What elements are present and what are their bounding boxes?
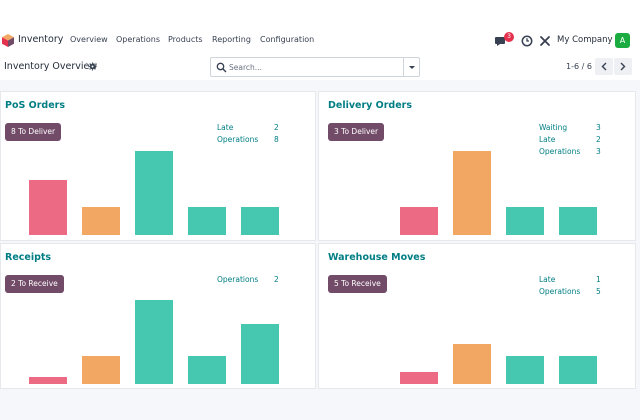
stat-label: Operations — [539, 287, 581, 296]
stat-late[interactable]: Late 2 — [539, 135, 609, 147]
search-icon — [216, 62, 227, 73]
stat-label: Operations — [217, 275, 259, 284]
menu-products[interactable]: Products — [168, 35, 203, 44]
operations-bar-chart[interactable] — [1, 299, 317, 384]
menu-operations[interactable]: Operations — [116, 35, 160, 44]
operations-bar-chart[interactable] — [319, 150, 637, 235]
pager-previous-button[interactable] — [595, 58, 613, 75]
stat-operations[interactable]: Operations 5 — [539, 287, 609, 299]
stat-late[interactable]: Late 1 — [539, 275, 609, 287]
tools-icon[interactable] — [539, 35, 551, 47]
chart-bar[interactable] — [188, 207, 226, 235]
stat-operations[interactable]: Operations 3 — [539, 147, 609, 159]
caret-down-icon — [409, 66, 415, 69]
stat-label: Operations — [539, 147, 581, 156]
to-deliver-button[interactable]: 3 To Deliver — [328, 123, 385, 141]
top-navbar: Inventory Overview Operations Products R… — [0, 0, 640, 80]
to-deliver-button[interactable]: 8 To Deliver — [5, 123, 62, 141]
picking-card-pos-orders: PoS Orders 8 To Deliver Late 2 Operation… — [0, 91, 316, 241]
chevron-left-icon — [601, 62, 607, 71]
stat-value: 5 — [596, 287, 601, 296]
to-receive-button[interactable]: 5 To Receive — [328, 275, 387, 293]
operations-bar-chart[interactable] — [1, 150, 317, 235]
picking-card-receipts: Receipts 2 To Receive Operations 2 — [0, 243, 316, 389]
chat-count-badge: 3 — [504, 32, 514, 42]
stat-value: 1 — [596, 275, 601, 284]
inventory-app-icon[interactable] — [2, 34, 14, 47]
chart-bar[interactable] — [400, 372, 438, 384]
stat-value: 8 — [274, 135, 279, 144]
activity-clock-icon[interactable] — [521, 35, 533, 47]
chart-bar[interactable] — [188, 356, 226, 384]
chart-bar[interactable] — [453, 151, 491, 235]
stat-value: 2 — [596, 135, 601, 144]
menu-reporting[interactable]: Reporting — [212, 35, 251, 44]
menu-configuration[interactable]: Configuration — [260, 35, 315, 44]
stat-value: 2 — [274, 275, 279, 284]
chat-icon[interactable] — [495, 34, 509, 48]
operations-bar-chart[interactable] — [319, 299, 637, 384]
chart-bar[interactable] — [559, 356, 597, 384]
card-title[interactable]: Delivery Orders — [328, 100, 413, 111]
page-title: Inventory Overview — [4, 61, 98, 72]
chart-bar[interactable] — [241, 324, 279, 384]
to-receive-button[interactable]: 2 To Receive — [5, 275, 64, 293]
chart-bar[interactable] — [506, 356, 544, 384]
picking-card-warehouse-moves: Warehouse Moves 5 To Receive Late 1 Oper… — [318, 243, 636, 389]
card-title[interactable]: Warehouse Moves — [328, 252, 426, 263]
user-avatar[interactable]: A — [615, 33, 630, 48]
gear-icon[interactable] — [88, 62, 97, 71]
search-bar[interactable] — [210, 57, 420, 77]
chart-bar[interactable] — [82, 356, 120, 384]
chart-bar[interactable] — [559, 207, 597, 235]
chart-bar[interactable] — [29, 180, 67, 235]
stat-label: Operations — [217, 135, 259, 144]
stat-operations[interactable]: Operations 8 — [217, 135, 287, 147]
chart-bar[interactable] — [241, 207, 279, 235]
card-title[interactable]: PoS Orders — [5, 100, 65, 111]
company-switcher[interactable]: My Company — [557, 35, 613, 45]
search-options-toggle[interactable] — [403, 58, 420, 76]
pager-next-button[interactable] — [614, 58, 632, 75]
stat-label: Late — [539, 135, 556, 144]
chart-bar[interactable] — [453, 344, 491, 384]
stat-label: Waiting — [539, 123, 568, 132]
chevron-right-icon — [620, 62, 626, 71]
stat-label: Late — [217, 123, 234, 132]
chart-bar[interactable] — [82, 207, 120, 235]
pager-value[interactable]: 1-6 / 6 — [566, 62, 592, 71]
chart-bar[interactable] — [29, 377, 67, 384]
chart-bar[interactable] — [135, 151, 173, 235]
menu-overview[interactable]: Overview — [70, 35, 108, 44]
stat-value: 3 — [596, 123, 601, 132]
chart-bar[interactable] — [400, 207, 438, 235]
app-name[interactable]: Inventory — [18, 34, 64, 45]
chart-bar[interactable] — [135, 300, 173, 384]
chart-bar[interactable] — [506, 207, 544, 235]
stat-value: 2 — [274, 123, 279, 132]
stat-waiting[interactable]: Waiting 3 — [539, 123, 609, 135]
picking-card-delivery-orders: Delivery Orders 3 To Deliver Waiting 3 L… — [318, 91, 636, 241]
card-title[interactable]: Receipts — [5, 252, 52, 263]
stat-late[interactable]: Late 2 — [217, 123, 287, 135]
search-input[interactable] — [229, 60, 397, 75]
stat-value: 3 — [596, 147, 601, 156]
stat-operations[interactable]: Operations 2 — [217, 275, 287, 287]
stat-label: Late — [539, 275, 556, 284]
